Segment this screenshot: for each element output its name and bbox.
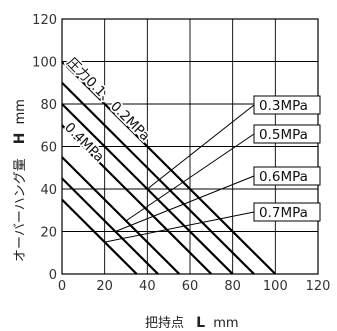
x-tick-label: 100 <box>263 279 288 294</box>
y-tick-label: 40 <box>40 183 57 198</box>
x-axis-label-symbol: L <box>196 315 205 331</box>
x-axis-label: 把持点 L mm <box>145 315 239 331</box>
x-tick-label: 0 <box>58 279 66 294</box>
series-line-1 <box>61 60 277 275</box>
x-tick-label: 80 <box>224 279 241 294</box>
label-pressure-07: 0.7MPa <box>259 205 308 221</box>
y-axis-label-symbol: H <box>12 133 28 145</box>
leader-07 <box>104 211 255 243</box>
y-axis-label: オーバーハング量 H mm <box>12 99 28 262</box>
x-tick-label: 60 <box>182 279 199 294</box>
series-line-6 <box>61 177 159 275</box>
y-axis-label-unit: mm <box>13 99 28 124</box>
y-tick-label: 80 <box>40 98 57 113</box>
y-tick-label: 100 <box>32 56 57 71</box>
plot-frame <box>61 18 319 275</box>
leader-03 <box>147 104 255 190</box>
y-tick-label: 20 <box>40 226 57 241</box>
label-pressure-06: 0.6MPa <box>259 169 308 185</box>
y-tick-label: 0 <box>49 268 57 283</box>
series-line-5 <box>61 156 181 275</box>
y-tick-label: 60 <box>40 141 57 156</box>
series-line-2 <box>61 81 255 275</box>
x-axis-label-prefix: 把持点 <box>145 316 184 331</box>
x-tick-label: 20 <box>96 279 113 294</box>
series-line-4 <box>61 124 213 275</box>
x-tick-label: 120 <box>306 279 331 294</box>
y-tick-labels: 0 20 40 60 80 100 120 <box>32 13 57 283</box>
y-tick-label: 120 <box>32 13 57 28</box>
y-axis-label-prefix: オーバーハング量 <box>13 158 28 262</box>
x-tick-labels: 0 20 40 60 80 100 120 <box>58 279 331 294</box>
label-pressure-05: 0.5MPa <box>259 127 308 143</box>
series-line-7 <box>61 198 138 275</box>
label-box-05: 0.5MPa <box>253 124 321 144</box>
label-box-07: 0.7MPa <box>253 202 321 222</box>
label-box-03: 0.3MPa <box>253 95 321 115</box>
leader-lines <box>104 104 255 243</box>
label-pressure-03: 0.3MPa <box>259 98 308 114</box>
x-tick-label: 40 <box>139 279 156 294</box>
leader-06 <box>115 175 255 232</box>
leader-05 <box>125 133 255 222</box>
label-box-06: 0.6MPa <box>253 166 321 186</box>
x-axis-label-unit: mm <box>213 316 238 331</box>
